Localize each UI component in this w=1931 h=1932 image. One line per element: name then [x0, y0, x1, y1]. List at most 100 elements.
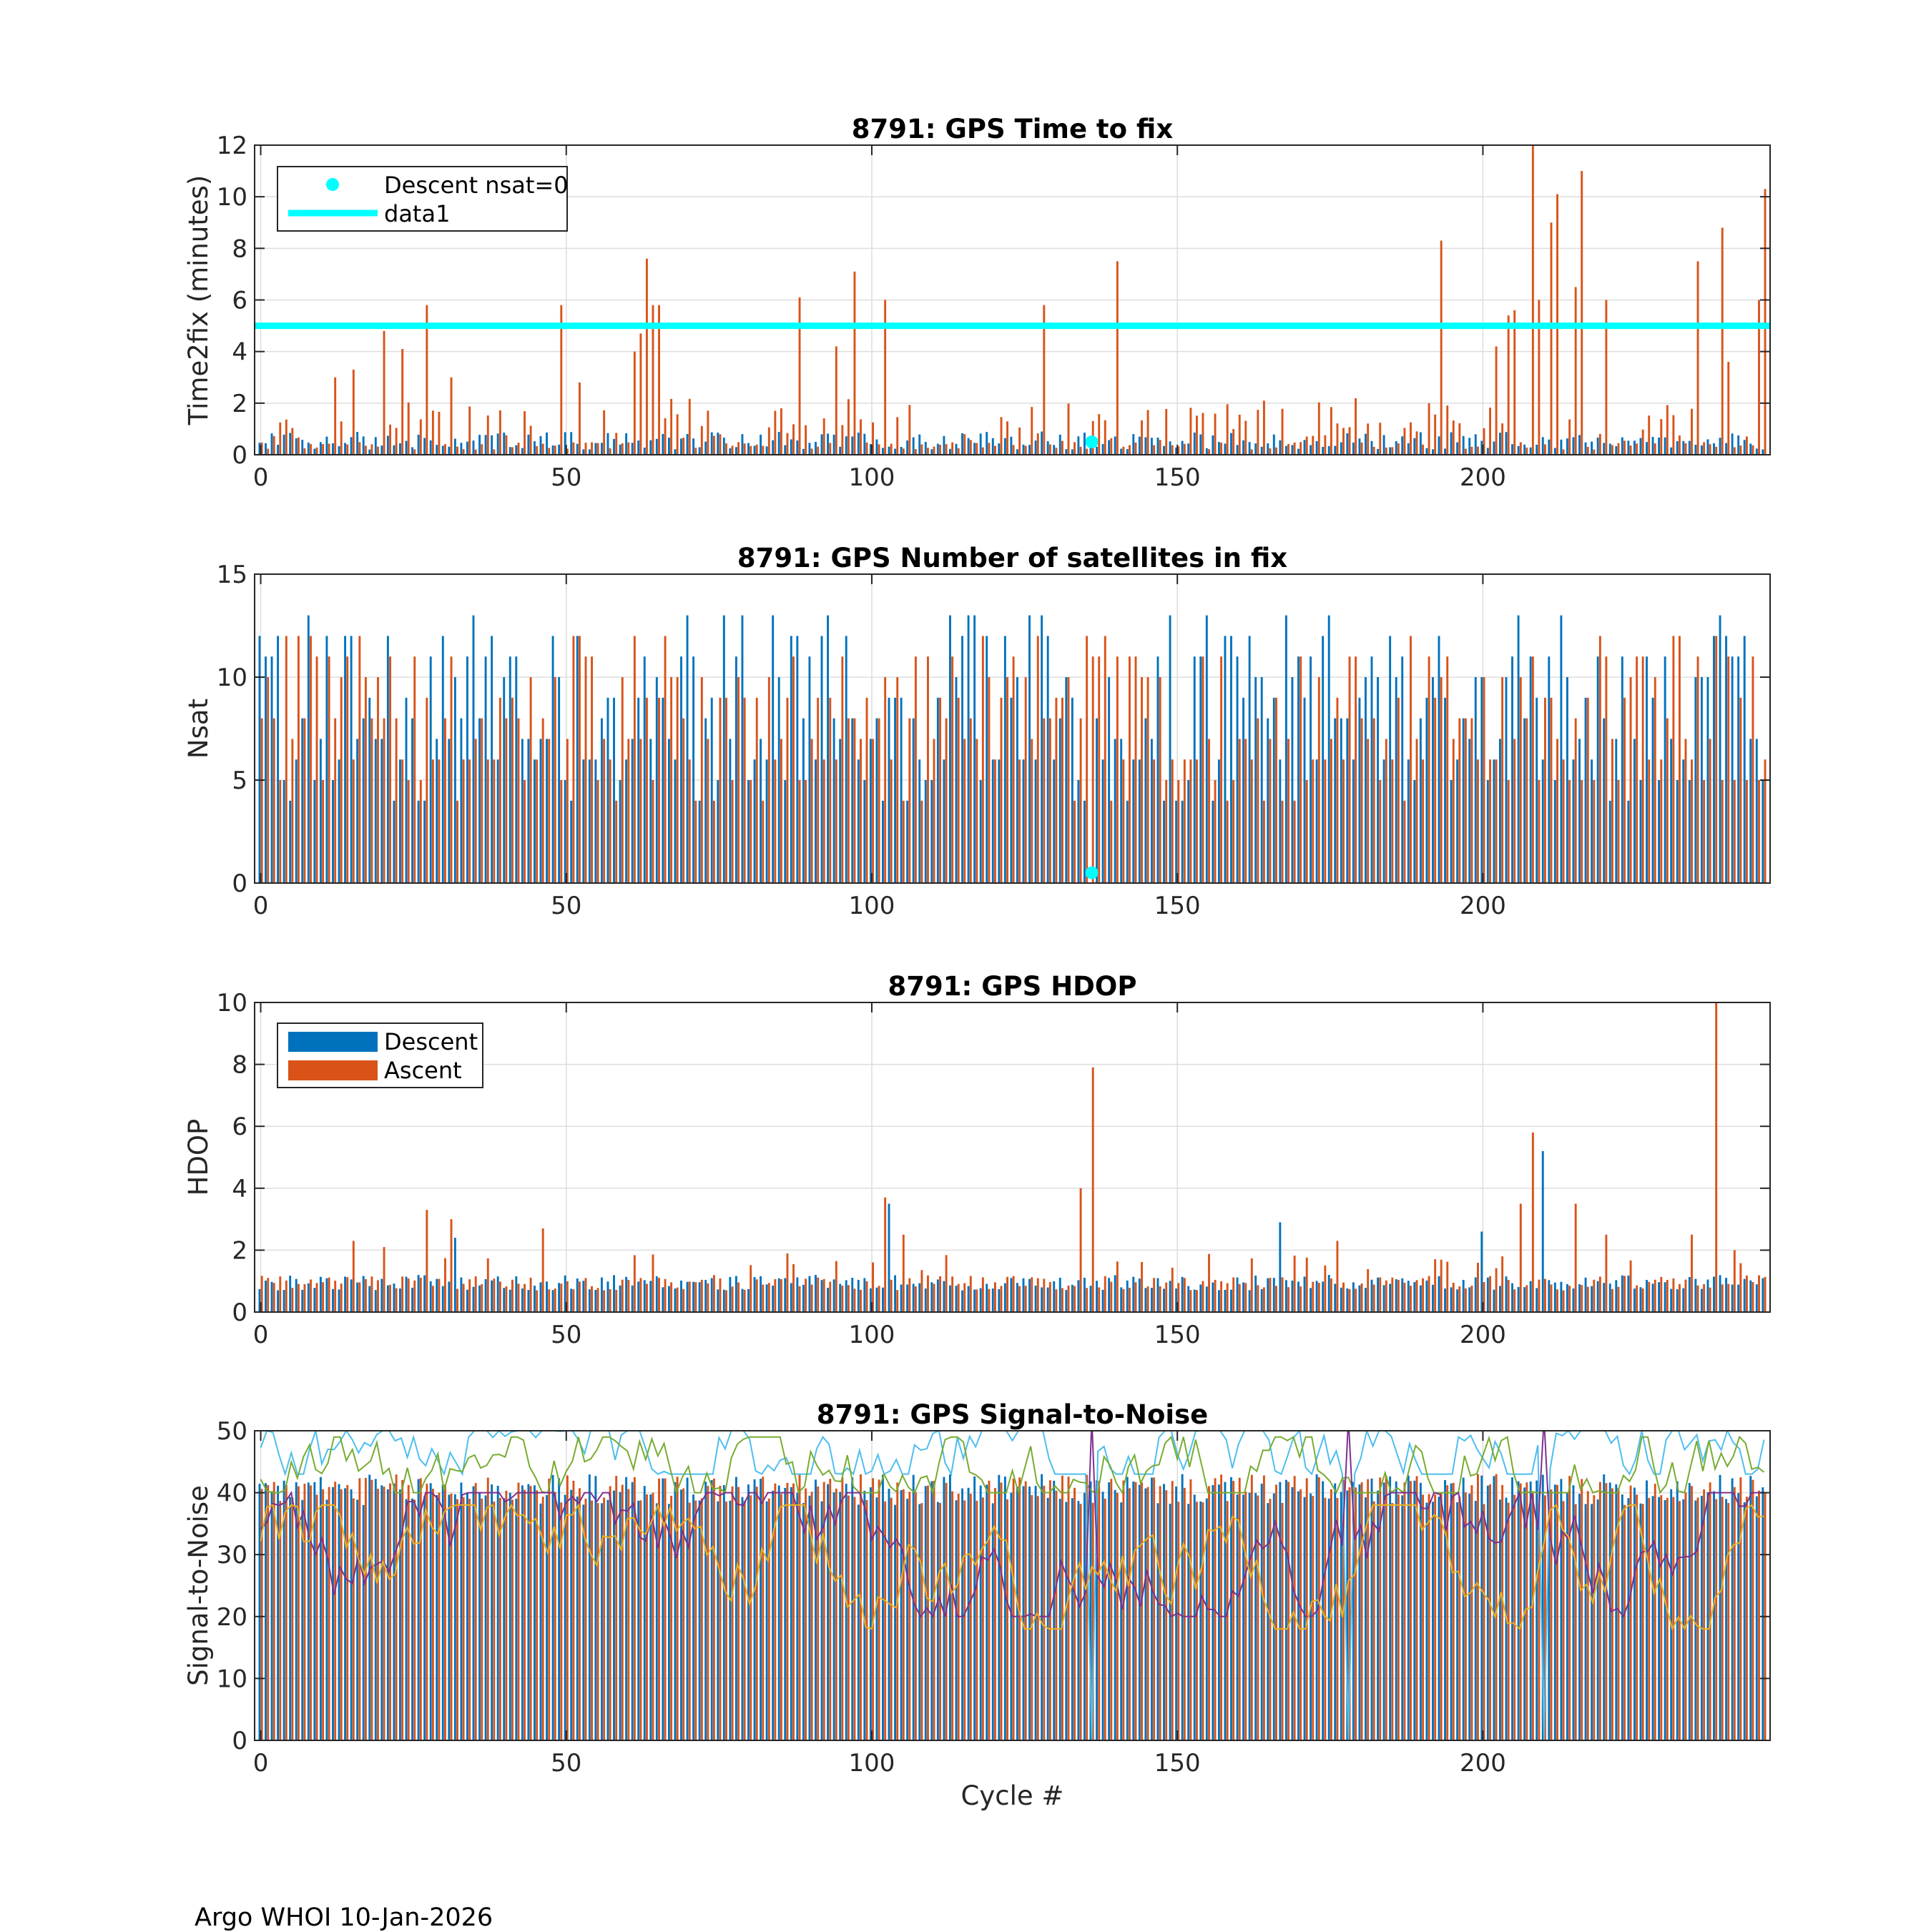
ascent-bar [1232, 1277, 1235, 1312]
descent-bar [1370, 656, 1373, 883]
ascent-bar [517, 443, 520, 455]
ascent-bar [627, 739, 630, 883]
ascent-bar [560, 1283, 563, 1312]
ascent-bar [1660, 419, 1663, 455]
descent-bar [961, 1290, 963, 1312]
descent-bar [1108, 1482, 1111, 1740]
descent-bar [674, 759, 677, 883]
descent-bar [1480, 677, 1483, 883]
descent-bar [649, 440, 652, 455]
descent-bar [1322, 447, 1325, 455]
ascent-bar [988, 1288, 991, 1312]
ascent-bar [1195, 1290, 1198, 1312]
descent-bar [1578, 1494, 1581, 1740]
ascent-bar [1257, 1285, 1259, 1312]
descent-bar [405, 440, 408, 455]
descent-bar [662, 697, 664, 883]
descent-bar [1621, 656, 1623, 883]
ascent-bar [1745, 780, 1748, 883]
descent-bar [1395, 677, 1397, 883]
descent-bar [869, 1487, 872, 1740]
ascent-bar [401, 759, 404, 883]
ascent-bar [835, 759, 837, 883]
ascent-bar [1043, 718, 1046, 883]
descent-bar [1340, 1492, 1342, 1740]
descent-bar [1199, 434, 1202, 455]
descent-bar [1340, 442, 1342, 455]
descent-bar [827, 1484, 830, 1740]
descent-bar [1382, 1285, 1385, 1312]
ascent-bar [737, 1487, 740, 1740]
ascent-bar [1538, 1488, 1541, 1740]
ascent-bar [364, 445, 367, 455]
descent-bar [1315, 440, 1318, 455]
descent-bar [270, 656, 273, 883]
descent-bar [1389, 447, 1392, 455]
ascent-bar [951, 442, 954, 455]
ascent-bar [707, 739, 709, 883]
descent-bar [1462, 435, 1465, 455]
ascent-bar [920, 1503, 923, 1740]
ascent-bar [865, 697, 868, 883]
ascent-bar [548, 739, 551, 883]
ascent-bar [762, 1284, 765, 1312]
ascent-bar [621, 443, 624, 455]
ascent-bar [817, 1486, 820, 1740]
ascent-bar [554, 1288, 556, 1312]
descent-bar [582, 759, 585, 883]
descent-bar [1199, 1284, 1202, 1312]
descent-bar [1065, 677, 1068, 883]
ascent-bar [303, 1283, 306, 1312]
ascent-bar [603, 410, 606, 455]
ascent-bar [609, 1289, 611, 1312]
descent-bar [1303, 1276, 1306, 1312]
ascent-bar [1355, 1487, 1357, 1740]
descent-bar [1407, 443, 1410, 455]
descent-bar [1493, 441, 1495, 455]
descent-bar [1450, 780, 1453, 883]
descent-bar [380, 1278, 383, 1312]
descent-bar [851, 718, 854, 883]
descent-bar [1651, 1283, 1654, 1312]
descent-bar [1438, 636, 1440, 883]
ascent-bar [1531, 1132, 1534, 1312]
ascent-bar [1581, 1479, 1583, 1740]
ascent-bar [1727, 656, 1730, 883]
descent-bar [429, 440, 432, 455]
y-tick-label: 15 [217, 561, 247, 589]
ascent-bar [969, 440, 972, 455]
ascent-bar [1391, 1277, 1394, 1312]
ascent-bar [1165, 780, 1168, 883]
descent-bar [802, 1503, 805, 1740]
ascent-bar [1299, 1286, 1302, 1312]
descent-bar [277, 1485, 280, 1740]
ascent-bar [1250, 1474, 1253, 1740]
ascent-bar [591, 442, 593, 455]
ascent-bar [1715, 1499, 1718, 1740]
ascent-bar [1226, 800, 1229, 883]
descent-bar [448, 1281, 451, 1312]
descent-bar [295, 759, 298, 883]
descent-bar [1248, 1290, 1251, 1312]
descent-bar [1713, 1491, 1715, 1740]
ascent-bar [1214, 413, 1217, 455]
ascent-bar [609, 448, 611, 455]
ascent-bar [1079, 1504, 1082, 1740]
descent-bar [1034, 440, 1037, 455]
descent-bar [515, 656, 518, 883]
ascent-bar [994, 445, 996, 455]
ascent-bar [658, 1478, 660, 1740]
x-tick-label: 50 [551, 463, 581, 492]
ascent-bar [847, 718, 850, 883]
ascent-bar [1055, 1289, 1058, 1312]
descent-bar [857, 1504, 860, 1740]
descent-bar [533, 1286, 536, 1312]
descent-bar [1242, 440, 1245, 455]
descent-bar [888, 697, 890, 883]
ascent-bar [1232, 429, 1235, 455]
ascent-bar [474, 739, 477, 883]
ascent-bar [774, 759, 777, 883]
ascent-bar [1410, 636, 1412, 883]
ascent-bar [1513, 1289, 1516, 1312]
descent-bar [777, 677, 780, 883]
